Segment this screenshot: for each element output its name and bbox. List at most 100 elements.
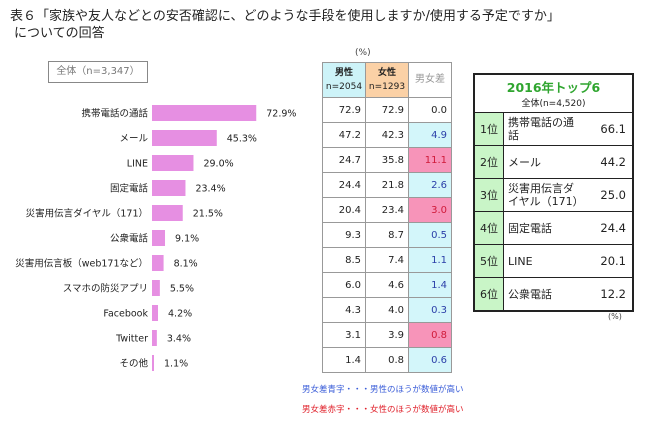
female-value: 8.7 [365,222,409,248]
top6-row: 1位 携帯電話の通話 66.1 [475,113,632,145]
table-row: 3.1 3.9 0.8 [322,322,452,348]
table-row: 8.5 7.4 1.1 [322,247,452,273]
value-label: 21.5% [193,209,223,220]
rank: 5位 [475,245,504,277]
male-header: 男性 n=2054 [322,62,366,98]
female-value: 21.8 [365,172,409,198]
value-label: 1.1% [164,359,188,370]
rank: 4位 [475,212,504,244]
bar [152,280,160,296]
bar [152,155,194,171]
female-value: 3.9 [365,322,409,348]
diff-value: 0.8 [408,322,452,348]
value-label: 45.3% [227,134,257,145]
category-label: メール [119,134,148,145]
female-value: 0.8 [365,347,409,373]
item: 固定電話 [508,221,552,235]
bar-chart: 携帯電話の通話 72.9% メール 45.3% LINE 29.0% 固定電話 23.4% 災害… [15,105,296,371]
female-value: 35.8 [365,147,409,173]
table-row: 6.0 4.6 1.4 [322,272,452,298]
top6-row: 3位 災害用伝言ダイヤル（171） 25.0 [475,178,632,211]
item: LINE [508,254,533,268]
male-value: 47.2 [322,122,366,148]
value-label: 5.5% [170,284,194,295]
bar [152,255,164,271]
bar [152,305,159,321]
diff-value: 0.3 [408,297,452,323]
category-label: 災害用伝言ダイヤル（171） [26,208,148,220]
value: 12.2 [600,287,626,301]
female-value: 42.3 [365,122,409,148]
diff-value: 1.4 [408,272,452,298]
female-value: 7.4 [365,247,409,273]
rank: 2位 [475,146,504,178]
page-title: 表６「家族や友人などとの安否確認に、どのような手段を使用しますか/使用する予定で… [10,9,560,24]
male-value: 9.3 [322,222,366,248]
top6-subtitle: 全体(n=4,520) [521,99,586,109]
rank: 3位 [475,179,504,211]
total-sample-label: 全体（n=3,347） [48,61,148,83]
top6-row: 2位 メール 44.2 [475,145,632,178]
value-label: 4.2% [168,309,192,320]
female-header: 女性 n=1293 [365,62,409,98]
value-label: 72.9% [266,109,296,120]
female-value: 4.6 [365,272,409,298]
bar [152,105,257,121]
gender-table: 男性 n=2054 女性 n=1293 男女差 72.9 72.9 0.0 47.2 42.… [322,62,452,373]
category-label: Twitter [115,334,148,345]
top6-header: 2016年トップ6 全体(n=4,520) [475,75,632,113]
page-subtitle: についての回答 [14,26,105,41]
top6-unit-label: (%) [608,312,622,321]
value: 25.0 [600,188,626,202]
top6-row: 6位 公衆電話 12.2 [475,277,632,310]
top6-row: 4位 固定電話 24.4 [475,211,632,244]
diff-value: 4.9 [408,122,452,148]
value: 24.4 [600,221,626,235]
table-row: 47.2 42.3 4.9 [322,122,452,148]
table-row: 1.4 0.8 0.6 [322,347,452,373]
bar [152,130,217,146]
male-value: 6.0 [322,272,366,298]
value-label: 23.4% [195,184,225,195]
top6-table: 2016年トップ6 全体(n=4,520) 1位 携帯電話の通話 66.1 2位 メール… [473,73,634,312]
bar [152,205,183,221]
table-row: 72.9 72.9 0.0 [322,97,452,123]
gender-table-header: 男性 n=2054 女性 n=1293 男女差 [322,62,452,98]
diff-value: 3.0 [408,197,452,223]
value-label: 3.4% [167,334,191,345]
category-label: Facebook [103,309,148,320]
diff-value: 1.1 [408,247,452,273]
value-label: 8.1% [174,259,198,270]
male-value: 20.4 [322,197,366,223]
note-blue: 男女差青字・・・男性のほうが数値が高い [302,385,464,395]
item: 災害用伝言ダイヤル（171） [508,182,584,208]
category-label: スマホの防災アプリ [63,283,148,295]
category-label: 災害用伝言板（web171など） [15,258,148,270]
diff-value: 0.0 [408,97,452,123]
male-value: 3.1 [322,322,366,348]
female-value: 4.0 [365,297,409,323]
table-row: 20.4 23.4 3.0 [322,197,452,223]
value: 44.2 [600,155,626,169]
diff-header: 男女差 [408,62,452,98]
value-label: 9.1% [175,234,199,245]
category-label: 携帯電話の通話 [81,108,148,120]
diff-value: 0.6 [408,347,452,373]
bar [152,330,157,346]
item: メール [508,155,541,169]
male-value: 24.4 [322,172,366,198]
category-label: その他 [119,358,148,370]
bar [152,355,154,371]
male-value: 24.7 [322,147,366,173]
rank: 1位 [475,113,504,145]
top6-title: 2016年トップ6 [506,80,601,95]
value: 66.1 [600,122,626,136]
diff-value: 0.5 [408,222,452,248]
item: 携帯電話の通話 [508,116,574,142]
top6-row: 5位 LINE 20.1 [475,244,632,277]
bar [152,230,166,246]
table-row: 24.4 21.8 2.6 [322,172,452,198]
category-label: 公衆電話 [110,233,149,245]
table-row: 24.7 35.8 11.1 [322,147,452,173]
rank: 6位 [475,278,504,310]
